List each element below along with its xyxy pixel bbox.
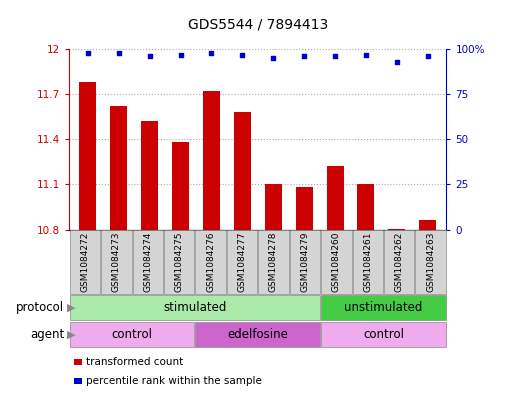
Text: GSM1084263: GSM1084263 — [426, 232, 435, 292]
Point — [269, 55, 278, 61]
Bar — [80, 82, 96, 230]
Point — [146, 53, 154, 59]
Bar — [388, 229, 405, 230]
Text: transformed count: transformed count — [86, 357, 183, 367]
Bar — [358, 184, 374, 230]
Point — [176, 51, 185, 58]
Bar — [234, 112, 251, 230]
Bar — [265, 184, 282, 230]
Text: control: control — [363, 328, 404, 341]
Text: GSM1084278: GSM1084278 — [269, 232, 278, 292]
Point — [84, 50, 92, 56]
Point — [424, 53, 432, 59]
Text: agent: agent — [30, 328, 64, 341]
Text: ▶: ▶ — [67, 329, 75, 340]
Bar — [419, 220, 436, 230]
Text: GDS5544 / 7894413: GDS5544 / 7894413 — [188, 17, 328, 31]
Bar — [203, 91, 220, 230]
Text: GSM1084272: GSM1084272 — [81, 232, 89, 292]
Text: GSM1084260: GSM1084260 — [332, 232, 341, 292]
Bar — [327, 166, 344, 230]
Point — [393, 59, 401, 65]
Bar — [172, 142, 189, 230]
Point — [114, 50, 123, 56]
Text: GSM1084273: GSM1084273 — [112, 232, 121, 292]
Point — [207, 50, 215, 56]
Bar — [141, 121, 158, 230]
Text: percentile rank within the sample: percentile rank within the sample — [86, 376, 262, 386]
Point — [238, 51, 246, 58]
Text: unstimulated: unstimulated — [344, 301, 423, 314]
Point — [362, 51, 370, 58]
Text: GSM1084275: GSM1084275 — [175, 232, 184, 292]
Text: GSM1084261: GSM1084261 — [363, 232, 372, 292]
Point — [331, 53, 339, 59]
Text: edelfosine: edelfosine — [227, 328, 288, 341]
Text: GSM1084277: GSM1084277 — [238, 232, 247, 292]
Text: GSM1084279: GSM1084279 — [301, 232, 309, 292]
Text: GSM1084276: GSM1084276 — [206, 232, 215, 292]
Text: stimulated: stimulated — [163, 301, 227, 314]
Text: control: control — [112, 328, 152, 341]
Text: GSM1084274: GSM1084274 — [143, 232, 152, 292]
Bar — [110, 106, 127, 230]
Text: GSM1084262: GSM1084262 — [394, 232, 404, 292]
Point — [300, 53, 308, 59]
Text: ▶: ▶ — [67, 303, 75, 313]
Text: protocol: protocol — [16, 301, 64, 314]
Bar — [295, 187, 312, 230]
